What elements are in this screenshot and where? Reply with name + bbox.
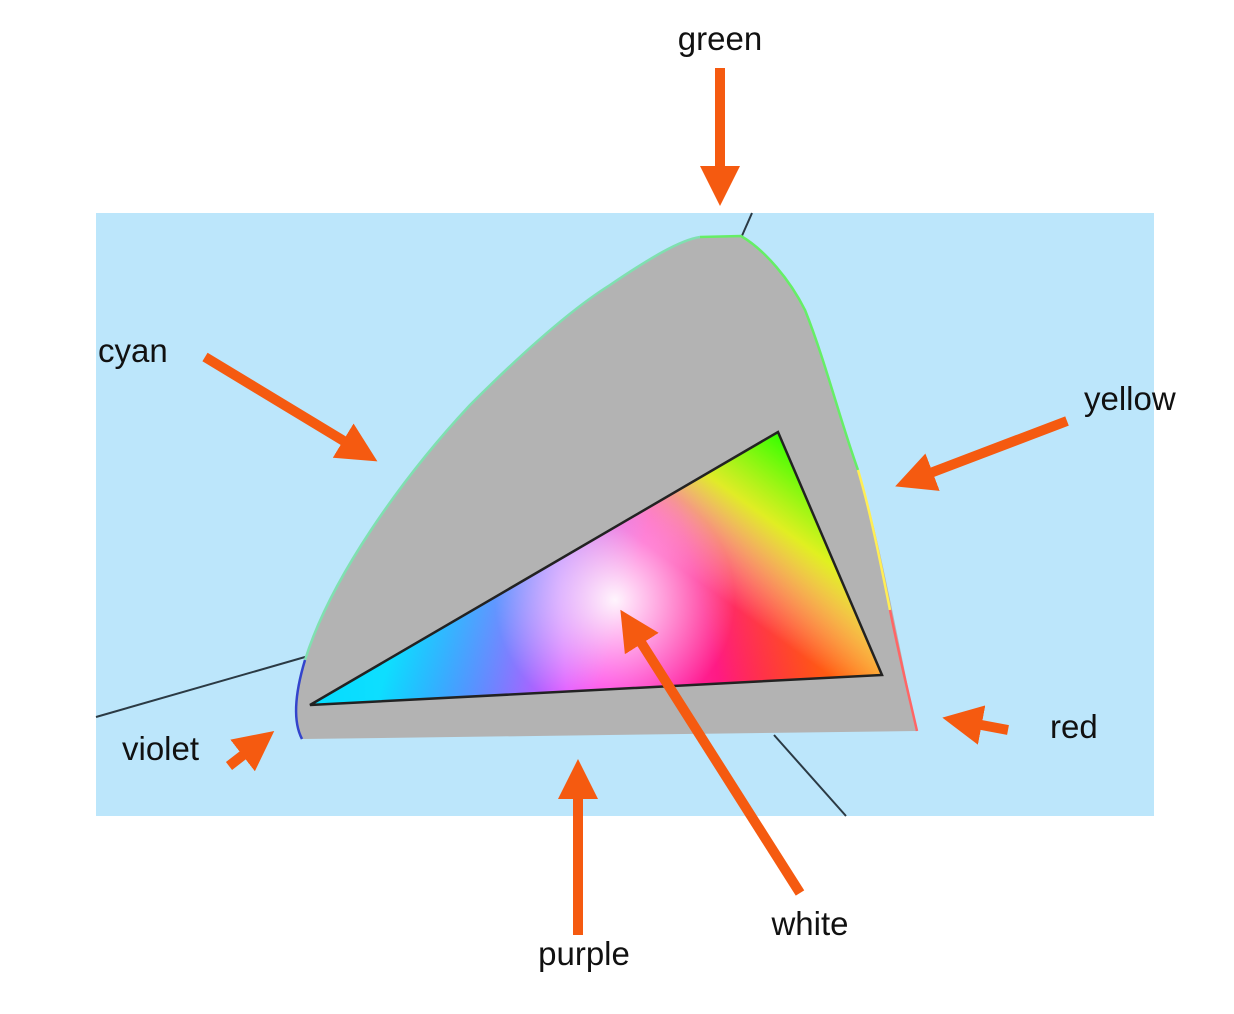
axis-line-bottom xyxy=(773,734,847,817)
spectral-edge-cyan xyxy=(303,235,701,661)
red-arrow xyxy=(942,705,1009,745)
yellow-arrow xyxy=(895,416,1069,491)
spectral-edge-yellow xyxy=(856,469,892,611)
label-violet: violet xyxy=(122,730,199,767)
label-purple: purple xyxy=(538,935,630,972)
white-arrow xyxy=(620,609,805,896)
label-cyan: cyan xyxy=(98,332,168,369)
label-yellow: yellow xyxy=(1084,380,1176,417)
label-white: white xyxy=(770,905,848,942)
spectral-edge-green xyxy=(699,234,860,471)
cyan-arrow xyxy=(202,352,378,462)
violet-arrow xyxy=(225,730,275,772)
axis-line-top xyxy=(740,212,753,239)
spectral-edge-red xyxy=(888,609,919,732)
axis-line-left xyxy=(95,654,313,718)
label-red: red xyxy=(1050,708,1098,745)
spectral-edge-violet xyxy=(294,659,307,740)
label-green: green xyxy=(678,20,762,57)
